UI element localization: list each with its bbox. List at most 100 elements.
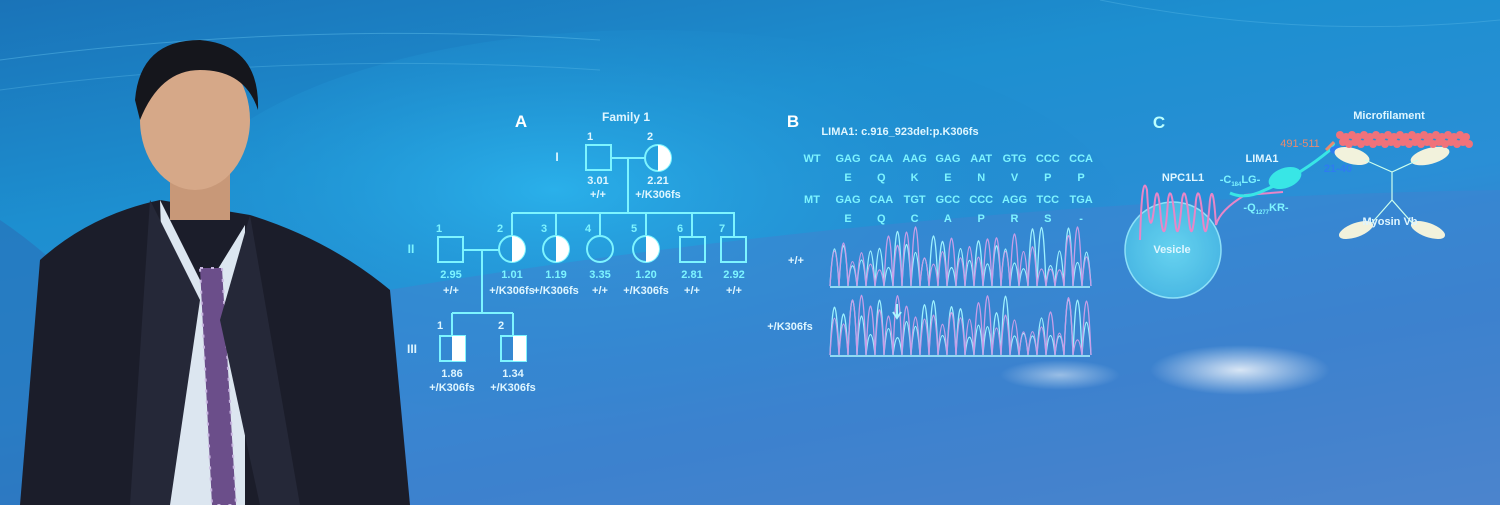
individual-number: 7 [718,223,726,235]
microfilament-beads [1336,131,1473,148]
mt-codon: GAG [835,194,861,206]
wt-codon: CCA [1069,153,1094,165]
individual-genotype: +/+ [684,285,700,297]
individual-value: 1.86 [441,368,463,380]
wt-codon: CCC [1035,153,1060,165]
mt-amino-acid: - [1079,213,1083,225]
motif-label-1: -C184LG- [1219,174,1261,189]
individual-value: 2.81 [681,269,703,281]
individual-value: 3.01 [587,175,609,187]
mt-codon: GCC [935,194,961,206]
individual-number: 5 [630,223,638,235]
mt-codon: CAA [869,194,894,206]
mutation-title: LIMA1: c.916_923del:p.K306fs [821,126,979,138]
lima1-protein [1229,142,1336,198]
actin-bead [1465,140,1473,148]
mt-amino-acid: A [943,213,952,225]
pedigree-title: Family 1 [601,110,651,124]
mt-codon: CCC [969,194,994,206]
mt-amino-acid: E [844,213,852,225]
individual-genotype: +/+ [590,189,606,201]
motif-label-2: -Q1277KR- [1243,202,1289,217]
pedigree-II-4-female [586,235,614,263]
wt-codon: GAG [835,153,861,165]
mt-amino-acid: P [977,213,985,225]
individual-value: 2.92 [723,269,745,281]
individual-number: 1 [435,223,443,235]
wt-codon: GTG [1002,153,1027,165]
wt-amino-acid: P [1077,172,1085,184]
panel-a-letter: A [514,112,528,131]
individual-number: 2 [497,320,505,332]
mt-amino-acid: R [1010,213,1019,225]
individual-genotype: +/K306fs [429,382,475,394]
mt-codon: AGG [1001,194,1028,206]
wt-codon: CAA [869,153,894,165]
portrait-photo [20,40,410,505]
individual-number: 6 [676,223,684,235]
individual-value: 1.34 [502,368,524,380]
individual-value: 1.20 [635,269,657,281]
wt-amino-acid: E [944,172,952,184]
wt-amino-acid: V [1010,172,1019,184]
mt-codon: TCC [1036,194,1060,206]
npc1l1-protein [1139,184,1284,241]
wt-amino-acid: P [1044,172,1052,184]
wt-amino-acid: Q [877,172,886,184]
panel-c-letter: C [1152,113,1166,132]
individual-value: 1.19 [545,269,567,281]
lima1-label: LIMA1 [1245,153,1279,165]
individual-value: 3.35 [589,269,611,281]
individual-genotype: +/K306fs [533,285,579,297]
mt-codon: TGT [903,194,926,206]
individual-genotype: +/K306fs [490,382,536,394]
individual-number: 2 [646,131,654,143]
wt-label: WT [803,153,821,165]
individual-genotype: +/+ [592,285,608,297]
wt-codon: AAG [902,153,927,165]
mt-amino-acid: Q [877,213,886,225]
panel-b-letter: B [786,112,800,131]
generation-label: III [406,342,418,356]
actin-bead [1462,133,1470,141]
wt-codon: AAT [970,153,993,165]
individual-number: 2 [496,223,504,235]
trace-mutant-b [829,294,1092,356]
npc1l1-label: NPC1L1 [1161,172,1205,184]
individual-value: 2.95 [440,269,462,281]
generation-label: II [407,242,415,256]
individual-genotype: +/K306fs [635,189,681,201]
mt-codon: TGA [1069,194,1093,206]
range-label-491-511: 491-511 [1280,138,1320,150]
individual-genotype: +/K306fs [489,285,535,297]
wt-amino-acid: K [910,172,919,184]
mt-amino-acid: C [910,213,919,225]
individual-number: 3 [540,223,548,235]
vesicle-label: Vesicle [1153,244,1191,256]
trace-label-mutant: +/K306fs [767,321,813,333]
pedigree-II-7-male [720,236,747,263]
wt-amino-acid: N [977,172,986,184]
wt-amino-acid: E [844,172,852,184]
individual-number: 1 [586,131,594,143]
individual-number: 4 [584,223,592,235]
range-label-21-40: 21-40 [1323,163,1353,175]
trace-label-wildtype: +/+ [788,255,804,267]
pedigree-II-6-male [679,236,706,263]
individual-genotype: +/K306fs [623,285,669,297]
individual-genotype: +/+ [443,285,459,297]
individual-genotype: +/+ [726,285,742,297]
individual-value: 2.21 [647,175,669,187]
arrow-down-icon [892,304,902,320]
individual-number: 1 [436,320,444,332]
generation-label: I [555,150,559,164]
myosin-label: Myosin Vb [1362,216,1418,228]
mt-amino-acid: S [1044,213,1052,225]
mt-label: MT [804,194,820,206]
wt-codon: GAG [935,153,961,165]
trace-wildtype-b [829,226,1092,287]
individual-value: 1.01 [501,269,523,281]
